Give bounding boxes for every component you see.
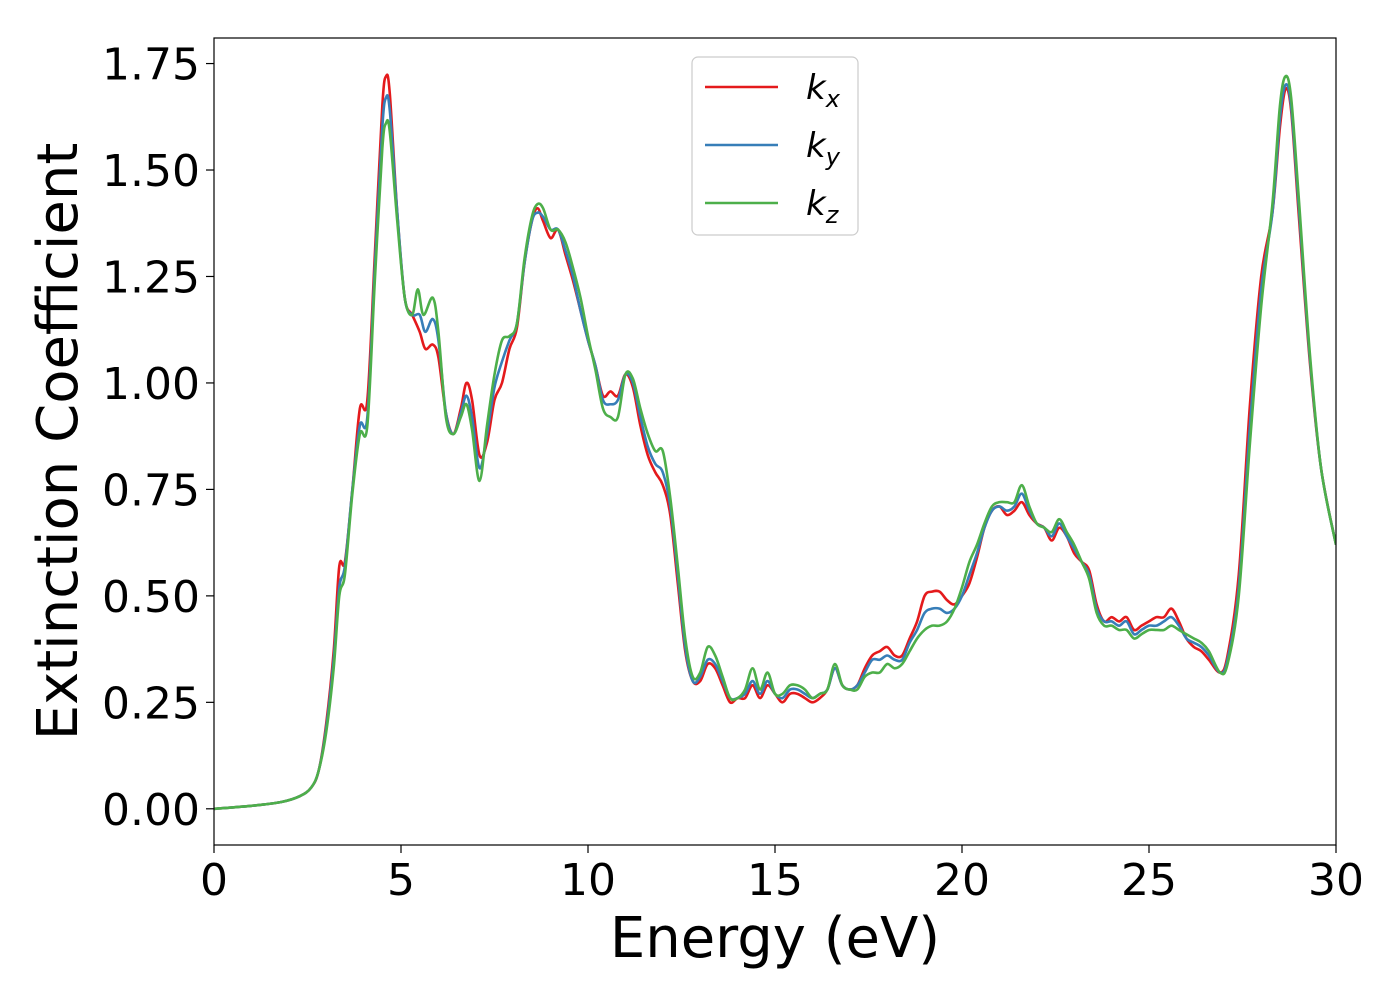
series-layer [214, 73, 1336, 811]
x-tick-label: 30 [1308, 855, 1364, 906]
x-tick-label: 15 [747, 855, 803, 906]
y-tick-label: 1.25 [102, 252, 200, 303]
x-tick-label: 25 [1121, 855, 1177, 906]
x-tick-label: 10 [560, 855, 616, 906]
x-axis-title: Energy (eV) [610, 906, 940, 971]
y-axis-ticks: 0.00 0.25 0.50 0.75 1.00 1.25 1.50 1.75 [102, 40, 214, 836]
x-tick-label: 5 [387, 855, 415, 906]
y-tick-label: 1.75 [102, 40, 200, 91]
y-tick-label: 1.00 [102, 359, 200, 410]
x-tick-label: 0 [200, 855, 228, 906]
series-line-kz [214, 74, 1336, 811]
y-tick-label: 0.25 [102, 678, 200, 729]
y-tick-label: 0.50 [102, 572, 200, 623]
series-line-ky [214, 83, 1336, 811]
y-tick-label: 1.50 [102, 146, 200, 197]
x-axis-ticks: 0 5 10 15 20 25 30 [200, 845, 1364, 906]
y-tick-label: 0.75 [102, 465, 200, 516]
y-axis-title: Extinction Coefficient [26, 143, 91, 741]
x-tick-label: 20 [934, 855, 990, 906]
series-line-kx [214, 73, 1336, 811]
y-tick-label: 0.00 [102, 785, 200, 836]
